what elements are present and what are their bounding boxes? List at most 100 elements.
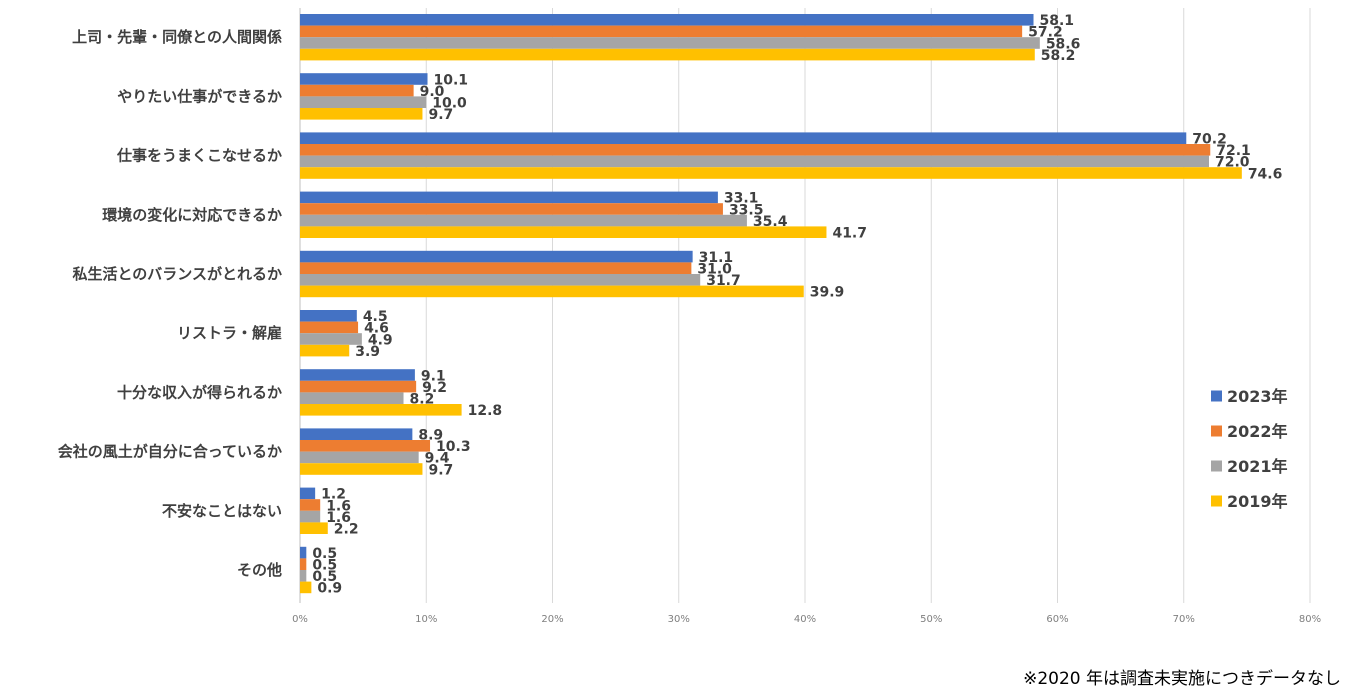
bar-3-7 — [300, 392, 404, 404]
value-label: 31.0 — [697, 262, 732, 278]
bar-2-5 — [300, 262, 692, 274]
value-label: 1.6 — [326, 510, 351, 526]
value-label: 4.6 — [364, 321, 389, 337]
category-label: 十分な収入が得られるか — [117, 383, 282, 401]
bar-4-1 — [300, 48, 1035, 61]
bar-3-10 — [300, 570, 307, 582]
bar-4-6 — [300, 344, 350, 357]
bar-3-5 — [300, 274, 701, 286]
bar-1-4 — [300, 191, 718, 204]
bar-4-8 — [300, 463, 423, 475]
bar-2-3 — [300, 144, 1211, 156]
value-label: 57.2 — [1028, 25, 1063, 41]
bar-1-7 — [300, 369, 415, 381]
bar-4-4 — [300, 226, 827, 238]
bar-1-9 — [300, 487, 316, 500]
x-tick-label: 20% — [541, 614, 563, 625]
value-label: 8.9 — [418, 428, 443, 444]
category-label: やりたい仕事ができるか — [117, 87, 282, 105]
bar-2-8 — [300, 440, 431, 452]
value-label: 12.8 — [468, 403, 503, 419]
bars — [300, 14, 1242, 594]
value-label: 33.5 — [729, 202, 764, 218]
legend-swatch-4 — [1211, 495, 1222, 507]
bar-4-2 — [300, 108, 423, 120]
bar-4-10 — [300, 581, 312, 594]
value-label: 1.2 — [321, 487, 346, 503]
bar-2-6 — [300, 321, 359, 334]
legend-label: 2021年 — [1227, 457, 1288, 476]
value-label: 1.6 — [326, 498, 351, 514]
category-label: 不安なことはない — [162, 502, 282, 520]
bar-3-1 — [300, 37, 1040, 49]
bar-2-9 — [300, 499, 321, 511]
value-label: 31.1 — [699, 250, 734, 266]
value-labels: 58.157.258.658.210.19.010.09.770.272.172… — [312, 13, 1282, 597]
category-label: 環境の変化に対応できるか — [102, 206, 282, 224]
value-label: 4.5 — [363, 309, 388, 325]
value-label: 2.2 — [334, 522, 359, 538]
bar-2-10 — [300, 558, 307, 570]
bar-1-2 — [300, 73, 428, 85]
footnote: ※2020 年は調査未実施につきデータなし — [1023, 669, 1341, 689]
value-label: 0.5 — [312, 558, 337, 574]
bar-3-2 — [300, 96, 427, 108]
value-label: 9.2 — [422, 380, 447, 396]
value-label: 70.2 — [1192, 132, 1227, 148]
value-label: 10.0 — [432, 96, 467, 112]
category-label: 会社の風土が自分に合っているか — [58, 443, 282, 461]
value-label: 31.7 — [706, 273, 741, 289]
x-tick-label: 70% — [1173, 614, 1195, 625]
bar-3-4 — [300, 214, 747, 227]
bar-3-3 — [300, 155, 1209, 168]
value-label: 9.1 — [421, 368, 446, 384]
legend-swatch-1 — [1211, 390, 1222, 402]
value-label: 58.2 — [1041, 48, 1076, 64]
bar-4-5 — [300, 285, 804, 298]
value-label: 9.4 — [425, 451, 450, 467]
legend-swatch-3 — [1211, 460, 1222, 472]
bar-2-4 — [300, 203, 723, 215]
x-tick-label: 30% — [668, 614, 690, 625]
value-label: 33.1 — [724, 191, 759, 207]
value-label: 72.1 — [1216, 143, 1251, 159]
category-label: 私生活とのバランスがとれるか — [71, 265, 282, 283]
bar-4-3 — [300, 167, 1242, 179]
category-label: その他 — [237, 561, 282, 579]
value-label: 58.6 — [1046, 36, 1081, 52]
value-label: 9.0 — [420, 84, 445, 100]
bar-3-6 — [300, 333, 362, 345]
legend: 2023年 2022年 2021年 2019年 — [1211, 387, 1288, 511]
category-labels: 上司・先輩・同僚との人間関係やりたい仕事ができるか仕事をうまくこなせるか環境の変… — [58, 28, 282, 579]
value-label: 10.3 — [436, 439, 471, 455]
x-tick-label: 0% — [292, 614, 308, 625]
x-tick-label: 10% — [415, 614, 437, 625]
bar-2-2 — [300, 84, 414, 97]
bar-2-7 — [300, 380, 417, 393]
value-label: 58.1 — [1040, 13, 1075, 29]
bar-4-9 — [300, 522, 328, 534]
value-label: 35.4 — [753, 214, 788, 230]
value-label: 0.5 — [312, 546, 337, 562]
bar-3-8 — [300, 451, 419, 464]
legend-label: 2019年 — [1227, 492, 1288, 511]
value-label: 4.9 — [368, 332, 393, 348]
legend-label: 2023年 — [1227, 387, 1288, 406]
legend-label: 2022年 — [1227, 422, 1288, 441]
value-label: 0.5 — [312, 569, 337, 585]
x-tick-label: 80% — [1299, 614, 1321, 625]
bar-1-5 — [300, 250, 693, 263]
value-label: 10.1 — [434, 72, 469, 88]
x-tick-label: 60% — [1046, 614, 1068, 625]
category-label: リストラ・解雇 — [177, 324, 282, 342]
bar-1-8 — [300, 428, 413, 440]
value-label: 41.7 — [832, 226, 867, 242]
value-label: 3.9 — [355, 344, 380, 360]
value-label: 39.9 — [810, 285, 845, 301]
value-label: 0.9 — [317, 581, 342, 597]
value-label: 8.2 — [410, 392, 435, 408]
bar-1-6 — [300, 310, 357, 322]
value-label: 9.7 — [428, 107, 453, 123]
x-tick-label: 50% — [920, 614, 942, 625]
